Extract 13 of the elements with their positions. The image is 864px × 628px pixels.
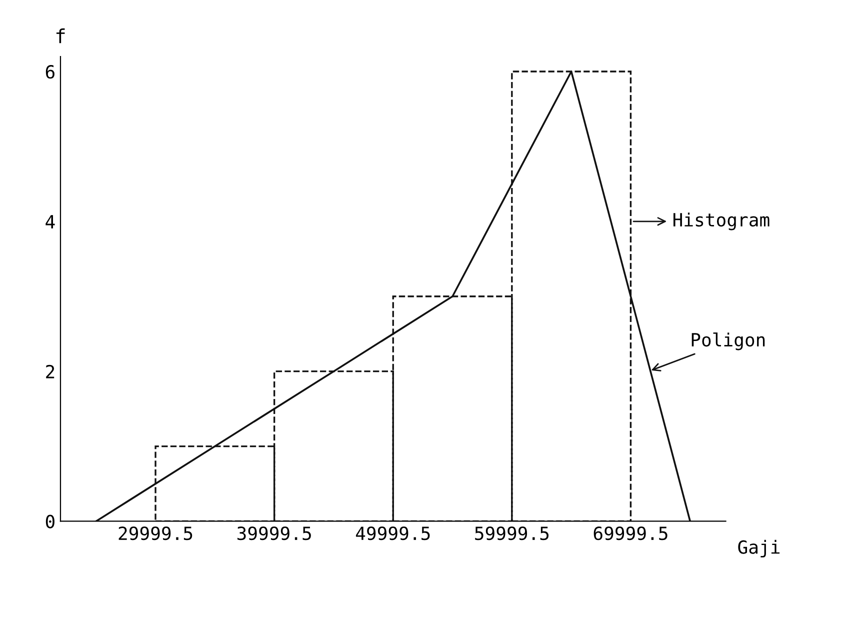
x-tick-label: 69999.5	[594, 526, 668, 540]
x-tick-label: 39999.5	[237, 526, 311, 540]
annotation: Poligon	[692, 332, 765, 350]
x-axis-title: Gaji	[738, 540, 780, 558]
x-tick-label: 29999.5	[118, 526, 192, 540]
x-tick-label: 59999.5	[475, 526, 549, 540]
y-tick-label: 2	[46, 364, 54, 378]
x-tick-label: 49999.5	[356, 526, 430, 540]
y-axis-title: f	[56, 28, 65, 44]
annotation: Histogram	[674, 212, 770, 230]
y-tick-label: 4	[46, 215, 55, 228]
y-tick-label: 0	[46, 514, 54, 528]
y-tick-label: 6	[46, 65, 54, 79]
